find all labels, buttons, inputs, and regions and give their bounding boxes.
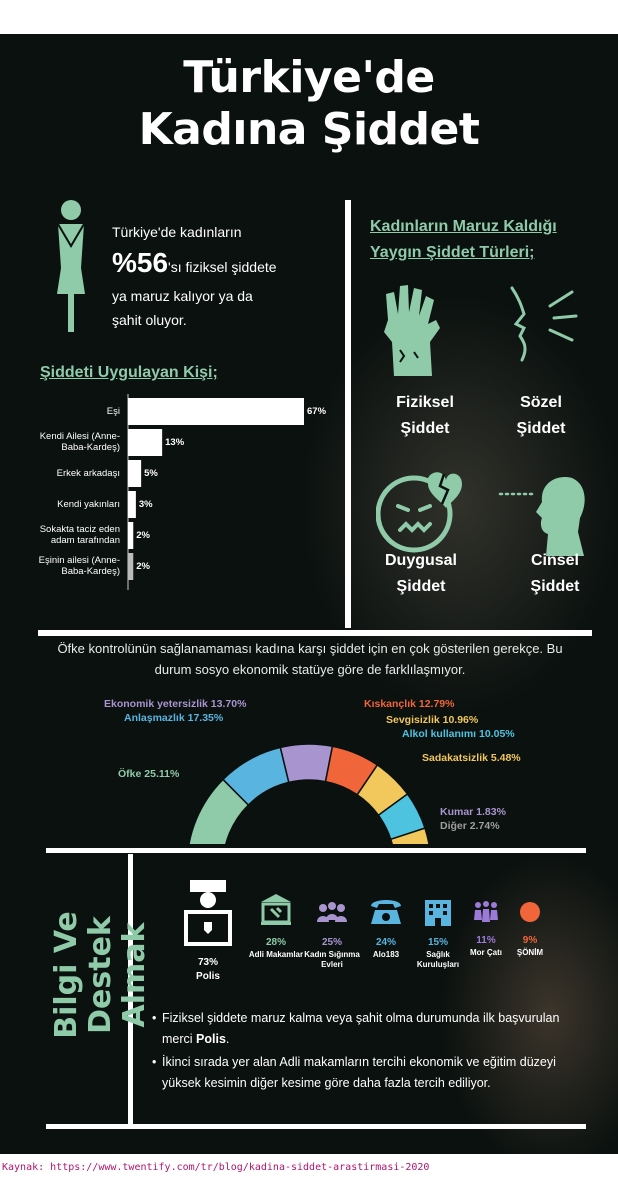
violence-type-sexual: Cinsel Şiddet	[530, 552, 580, 595]
shouting-face-icon	[510, 286, 578, 362]
donut-slice-label: Kumar 1.83%	[440, 806, 506, 818]
donut-slice-label: Öfke 25.11%	[118, 768, 180, 780]
divider-vertical-top	[345, 200, 351, 628]
perpetrator-bar-chart	[127, 394, 304, 590]
divider-vertical-bottom	[128, 854, 133, 1124]
broken-heart-face-icon	[376, 472, 462, 553]
divider-horizontal-footer	[46, 1124, 586, 1129]
source-link[interactable]: Kaynak: https://www.twentify.com/tr/blog…	[2, 1162, 430, 1173]
donut-slice-label: Alkol kullanımı 10.05%	[402, 728, 515, 740]
support-pct: 9%	[522, 935, 538, 946]
bar-category-label: Eşi	[106, 406, 120, 417]
support-label: Alo183	[372, 950, 400, 959]
stat-big-number: %56	[112, 247, 169, 278]
donut-slice-label: Sevgisizlik 10.96%	[386, 714, 479, 726]
support-item-alo183: 24% Alo183	[356, 896, 416, 960]
support-label: Sağlık Kuruluşları	[416, 950, 460, 969]
support-notes: Fiziksel şiddete maruz kalma veya şahit …	[152, 1008, 562, 1096]
bar-3	[128, 491, 136, 518]
bar-value-label: 5%	[144, 468, 158, 479]
hospital-building-icon	[425, 900, 451, 926]
support-pct: 28%	[265, 937, 286, 948]
police-officer-icon	[184, 880, 232, 946]
orange-dot-icon	[520, 902, 540, 922]
group-icon	[317, 902, 347, 922]
donut-slice-label: Sadakatsizlik 5.48%	[422, 752, 521, 764]
donut-slice-2	[279, 743, 334, 784]
support-pct: 73%	[197, 957, 218, 968]
bar-value-label: 2%	[136, 530, 150, 541]
phone-icon	[371, 900, 401, 924]
note-police: Fiziksel şiddete maruz kalma veya şahit …	[152, 1008, 562, 1050]
head-silhouette-icon	[498, 477, 585, 556]
support-pct: 15%	[427, 937, 448, 948]
bar-value-label: 2%	[136, 561, 150, 572]
donut-slice-label: Diğer 2.74%	[440, 820, 500, 832]
support-pct: 11%	[476, 935, 496, 946]
support-pct: 24%	[375, 937, 396, 948]
donut-slice-label: Ekonomik yetersizlik 13.70%	[104, 698, 247, 710]
bar-value-label: 67%	[307, 406, 327, 417]
support-label: Polis	[196, 971, 220, 982]
violence-type-physical: Fiziksel Şiddet	[396, 394, 454, 437]
note-judicial: İkinci sırada yer alan Adli makamların t…	[152, 1052, 562, 1094]
bar-category-label: Sokakta taciz eden adam tarafından	[39, 524, 120, 546]
support-item-judicial: 28% Adli Makamlar	[246, 892, 306, 960]
bar-category-label: Eşinin ailesi (Anne-Baba-Kardeş)	[38, 555, 120, 577]
support-item-shelter: 25% Kadın Sığınma Evleri	[302, 900, 362, 970]
support-pct: 25%	[321, 937, 342, 948]
violence-types-title: Kadınların Maruz Kaldığı Yaygın Şiddet T…	[370, 218, 557, 261]
page-title: Türkiye'de Kadına Şiddet	[138, 52, 480, 155]
support-label: Kadın Sığınma Evleri	[304, 950, 360, 969]
stat-text: Türkiye'de kadınların %56'sı fiziksel şi…	[112, 224, 277, 328]
support-item-sonim: 9% ŞÖNİM	[500, 900, 560, 958]
causes-half-donut-chart	[188, 743, 430, 844]
zombie-hand-icon	[384, 285, 440, 376]
woman-figure-icon	[57, 200, 85, 332]
bar-1	[128, 429, 163, 456]
bar-4	[128, 522, 134, 549]
violence-type-emotional: Duygusal Şiddet	[384, 552, 457, 595]
divider-horizontal-bottom	[46, 848, 586, 853]
bar-category-label: Kendi yakınları	[57, 499, 120, 510]
divider-horizontal-middle	[38, 630, 592, 636]
support-side-title: Bilgi Ve Destek Almak	[49, 911, 152, 1039]
support-item-police: 73% Polis	[178, 876, 238, 982]
support-item-health: 15% Sağlık Kuruluşları	[408, 896, 468, 970]
bar-value-label: 13%	[165, 437, 185, 448]
support-label: Mor Çatı	[470, 948, 502, 957]
support-label: ŞÖNİM	[516, 948, 544, 957]
infographic-poster: Türkiye'de Kadına Şiddet Türkiye'de kadı…	[0, 34, 618, 1154]
bar-0	[128, 398, 304, 425]
violence-type-verbal: Sözel Şiddet	[516, 394, 566, 437]
bar-2	[128, 460, 142, 487]
causes-text: Öfke kontrolünün sağlanamaması kadına ka…	[57, 641, 563, 677]
donut-slice-label: Anlaşmazlık 17.35%	[124, 712, 224, 724]
women-group-icon	[474, 901, 498, 922]
support-label: Adli Makamlar	[248, 950, 304, 959]
courthouse-icon	[261, 894, 291, 925]
donut-slice-label: Kıskançlık 12.79%	[364, 698, 455, 710]
bar-category-label: Erkek arkadaşı	[56, 468, 120, 479]
support-item-mor-cati: 11% Mor Çatı	[456, 900, 516, 958]
donut-slice-6	[389, 827, 430, 844]
bar-value-label: 3%	[138, 499, 153, 510]
perpetrator-title: Şiddeti Uygulayan Kişi;	[40, 364, 218, 381]
bar-5	[128, 553, 134, 580]
bar-category-label: Kendi Ailesi (Anne-Baba-Kardeş)	[39, 431, 120, 453]
